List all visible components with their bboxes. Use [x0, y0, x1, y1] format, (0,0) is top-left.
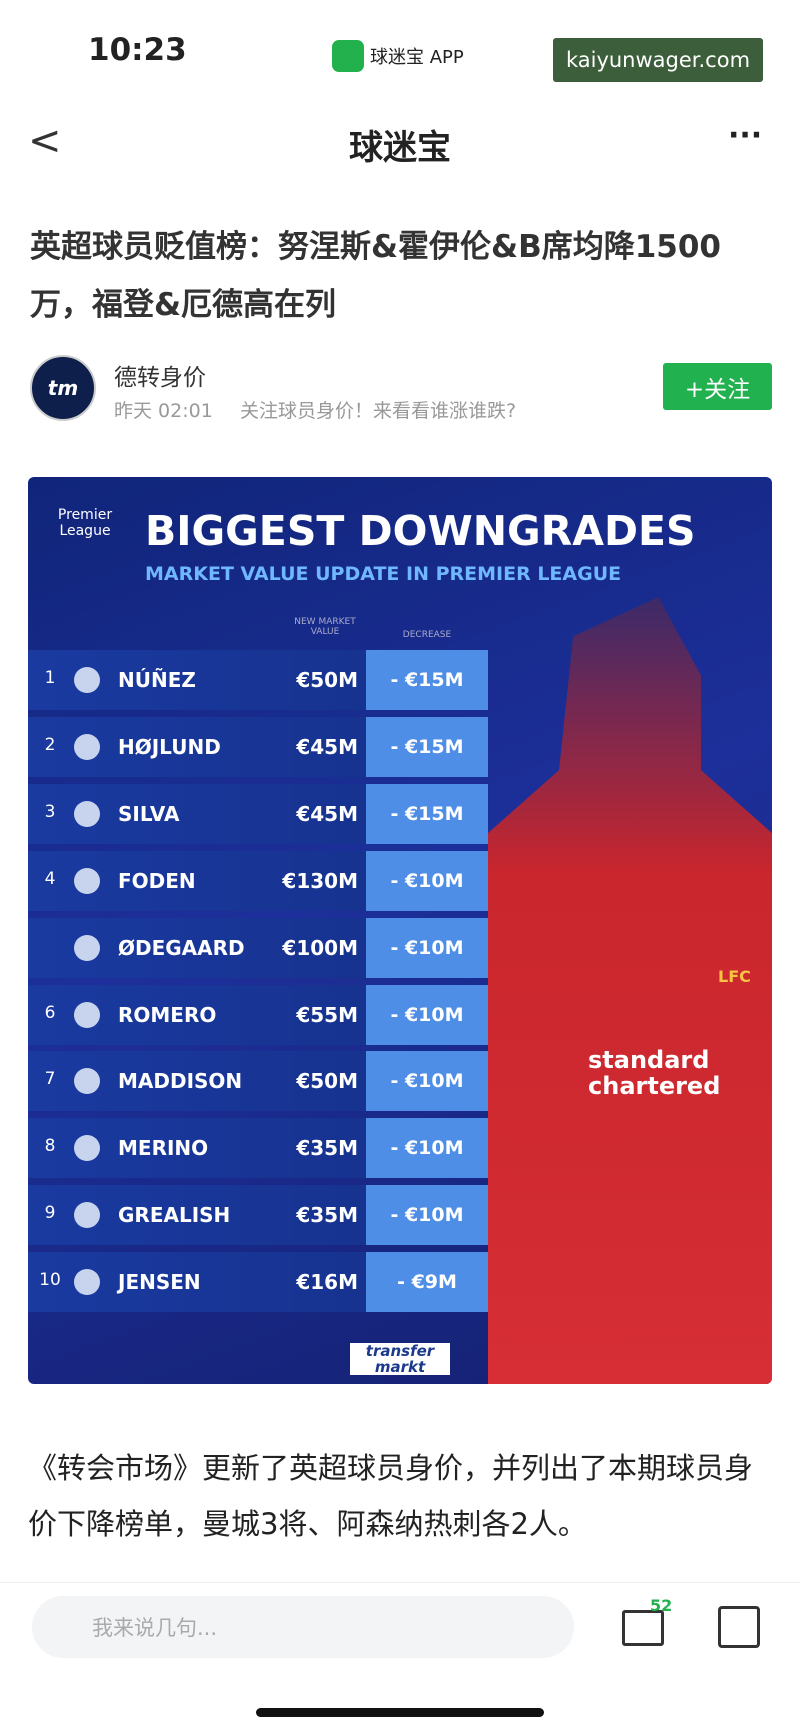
table-row: ØDEGAARD €100M - €10M [28, 917, 488, 978]
decrease: - €9M [366, 1252, 488, 1313]
app-icon [332, 40, 364, 72]
player-name: SILVA [118, 801, 180, 826]
market-value: €130M [282, 868, 358, 893]
player-name: JENSEN [118, 1270, 201, 1295]
table-row: 8 MERINO €35M - €10M [28, 1118, 488, 1179]
club-icon [74, 1269, 100, 1296]
table-row: 10 JENSEN €16M - €9M [28, 1252, 488, 1313]
divider [0, 1582, 800, 1583]
club-icon [74, 1001, 100, 1028]
decrease: - €15M [366, 783, 488, 844]
rank: 1 [44, 668, 56, 688]
club-icon [74, 934, 100, 961]
decrease: - €15M [366, 650, 488, 710]
article-body: 《转会市场》更新了英超球员身价，并列出了本期球员身价下降榜单，曼城3将、阿森纳热… [28, 1451, 754, 1541]
time: 10:23 [88, 32, 187, 68]
decrease: - €10M [366, 984, 488, 1045]
table-row: 1 NÚÑEZ €50M - €15M [28, 650, 488, 710]
table-row: 4 FODEN €130M - €10M [28, 850, 488, 911]
rank: 8 [44, 1136, 56, 1157]
league-logo: Premier League [57, 507, 113, 539]
player-name: MERINO [118, 1136, 209, 1161]
decrease: - €10M [366, 1051, 488, 1112]
rank: 3 [44, 801, 56, 822]
rank: 9 [44, 1203, 56, 1224]
club-icon [74, 1135, 100, 1162]
like-button[interactable] [718, 1606, 760, 1648]
column-header: DECREASE [402, 630, 452, 640]
follow-button[interactable]: +关注 [663, 363, 772, 410]
comment-button[interactable] [622, 1610, 664, 1646]
sponsor: standard chartered [588, 1046, 721, 1100]
player-name: ØDEGAARD [118, 935, 245, 960]
player-name: FODEN [118, 868, 196, 893]
club-icon [74, 733, 100, 760]
article-image: Premier League BIGGEST DOWNGRADES MARKET… [28, 477, 772, 1384]
comment-count: 52 [650, 1596, 673, 1615]
rank: 2 [44, 734, 56, 755]
table-row: 7 MADDISON €50M - €10M [28, 1051, 488, 1112]
author-name[interactable]: 德转身价 [114, 365, 206, 391]
decrease: - €10M [366, 1185, 488, 1246]
subtitle: MARKET VALUE UPDATE IN PREMIER LEAGUE [145, 563, 622, 585]
table-row: 6 ROMERO €55M - €10M [28, 984, 488, 1045]
decrease: - €10M [366, 917, 488, 978]
player-name: ROMERO [118, 1002, 217, 1027]
rank: 6 [44, 1002, 56, 1023]
market-value: €16M [296, 1270, 358, 1295]
decrease: - €10M [366, 1118, 488, 1179]
club-badge: LFC [718, 967, 751, 986]
home-indicator [256, 1708, 544, 1717]
club-icon [74, 1068, 100, 1095]
author-bio: 关注球员身价！来看看谁涨谁跌? [240, 400, 517, 422]
table-row: 2 HØJLUND €45M - €15M [28, 716, 488, 777]
transfermarkt-logo: transfer markt [350, 1343, 450, 1375]
column-header: NEW MARKET VALUE [294, 617, 356, 637]
player-name: GREALISH [118, 1203, 231, 1228]
club-icon [74, 800, 100, 827]
headline: BIGGEST DOWNGRADES [145, 507, 696, 555]
market-value: €50M [296, 668, 358, 692]
comment-input[interactable]: 我来说几句... [32, 1596, 574, 1658]
market-value: €45M [296, 801, 358, 826]
avatar[interactable]: tm [30, 355, 96, 421]
market-value: €35M [296, 1136, 358, 1161]
club-icon [74, 1202, 100, 1229]
watermark: kaiyunwager.com [553, 38, 763, 82]
more-button[interactable]: ··· [728, 118, 763, 153]
nav-title: 球迷宝 [349, 128, 451, 168]
article-title: 英超球员贬值榜：努涅斯&霍伊伦&B席均降1500万，福登&厄德高在列 [30, 229, 721, 323]
market-value: €35M [296, 1203, 358, 1228]
rank: 7 [44, 1069, 56, 1090]
rank: 10 [39, 1270, 61, 1291]
player-name: HØJLUND [118, 734, 221, 759]
market-value: €55M [296, 1002, 358, 1027]
app-name: 球迷宝 APP [370, 47, 464, 68]
decrease: - €10M [366, 850, 488, 911]
player-name: MADDISON [118, 1069, 243, 1094]
rank: 4 [44, 868, 56, 889]
market-value: €50M [296, 1069, 358, 1094]
market-value: €100M [282, 935, 358, 960]
player-photo [488, 597, 772, 1384]
decrease: - €15M [366, 716, 488, 777]
post-time: 昨天 02:01 [114, 400, 213, 422]
market-value: €45M [296, 734, 358, 759]
club-icon [74, 867, 100, 894]
table-row: 9 GREALISH €35M - €10M [28, 1185, 488, 1246]
back-button[interactable]: < [28, 118, 62, 164]
player-name: NÚÑEZ [118, 668, 196, 692]
club-icon [74, 667, 100, 693]
table-row: 3 SILVA €45M - €15M [28, 783, 488, 844]
